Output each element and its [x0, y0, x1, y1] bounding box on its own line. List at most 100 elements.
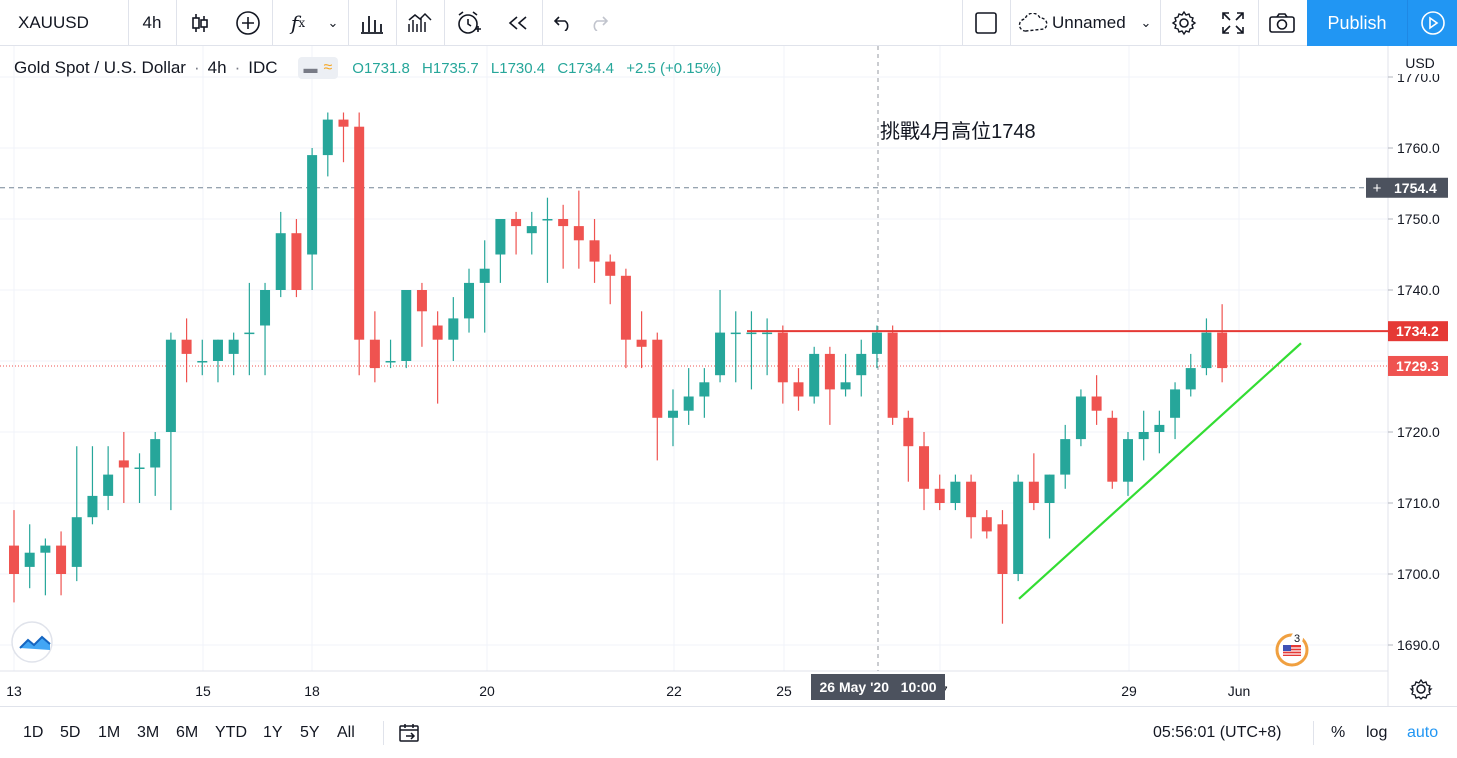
tradingview-logo-icon[interactable] [11, 621, 53, 663]
auto-toggle[interactable]: auto [1407, 723, 1439, 741]
templates-icon[interactable] [396, 0, 444, 46]
candle[interactable] [87, 446, 98, 525]
candle[interactable] [856, 339, 867, 397]
range-all[interactable]: All [337, 723, 355, 741]
candle[interactable] [1154, 410, 1165, 454]
range-5d[interactable]: 5D [60, 723, 81, 741]
candle[interactable] [1138, 410, 1149, 461]
layout-name[interactable]: Unnamed [1052, 13, 1126, 32]
redo-icon[interactable] [582, 0, 616, 46]
candle[interactable] [997, 510, 1008, 624]
range-5y[interactable]: 5Y [300, 723, 320, 741]
candles-icon[interactable] [176, 0, 224, 46]
candle[interactable] [1107, 410, 1118, 489]
candle[interactable] [212, 339, 223, 383]
candle[interactable] [181, 318, 192, 383]
candle[interactable] [1044, 474, 1055, 539]
candle[interactable] [244, 282, 255, 376]
symbol-search-button[interactable]: XAUUSD [18, 13, 89, 32]
alert-icon[interactable] [444, 0, 494, 46]
log-toggle[interactable]: log [1366, 723, 1388, 741]
candle[interactable] [369, 311, 380, 383]
candle[interactable] [228, 332, 239, 376]
candle[interactable] [165, 332, 176, 511]
price-chart[interactable]: 挑戰4月高位1748 1770.01760.01750.01740.01730.… [0, 46, 1457, 706]
candle[interactable] [746, 311, 757, 390]
add-compare-icon[interactable] [224, 0, 272, 46]
candle[interactable] [1013, 474, 1024, 582]
fullscreen-icon[interactable] [1208, 0, 1258, 46]
candle[interactable] [103, 446, 114, 511]
candle[interactable] [322, 112, 333, 177]
candle[interactable] [275, 211, 286, 298]
candle[interactable] [40, 538, 51, 596]
candle[interactable] [354, 112, 365, 376]
candle[interactable] [793, 368, 804, 411]
candle[interactable] [401, 290, 412, 369]
publish-button[interactable]: Publish [1307, 0, 1407, 46]
interval-button[interactable]: 4h [142, 13, 162, 32]
candle[interactable] [966, 474, 977, 539]
candle[interactable] [56, 531, 67, 596]
candle[interactable] [448, 297, 459, 361]
candle[interactable] [511, 211, 522, 255]
candle[interactable] [777, 325, 788, 404]
range-1m[interactable]: 1M [98, 723, 121, 741]
candle[interactable] [887, 325, 898, 425]
chevron-down-icon[interactable]: ⌄ [1140, 15, 1152, 30]
candle[interactable] [118, 432, 129, 503]
candle[interactable] [1075, 389, 1086, 447]
candle[interactable] [260, 282, 271, 376]
candle[interactable] [432, 311, 443, 404]
candle[interactable] [667, 389, 678, 447]
candle[interactable] [636, 311, 647, 369]
candle[interactable] [934, 474, 945, 511]
goto-date-icon[interactable] [398, 707, 420, 758]
candle[interactable] [1091, 375, 1102, 425]
play-icon[interactable] [1407, 0, 1457, 46]
candle[interactable] [1185, 353, 1196, 397]
support-trendline[interactable] [1018, 342, 1302, 600]
candle[interactable] [385, 339, 396, 369]
range-ytd[interactable]: YTD [215, 723, 247, 741]
annotation-text[interactable]: 挑戰4月高位1748 [880, 120, 1036, 143]
candle[interactable] [307, 148, 318, 290]
candle[interactable] [338, 112, 349, 163]
chevron-down-icon[interactable]: ⌄ [327, 15, 339, 30]
currency-badge[interactable] [1394, 52, 1442, 74]
layout-square-icon[interactable] [962, 0, 1010, 46]
time-axis[interactable]: 1315182022252729Jun [6, 683, 1250, 699]
candle[interactable] [1217, 304, 1228, 383]
candle[interactable] [1060, 424, 1071, 489]
candle[interactable] [150, 432, 161, 496]
candle[interactable] [1170, 382, 1181, 440]
camera-icon[interactable] [1258, 0, 1306, 46]
candle[interactable] [71, 446, 82, 582]
clock-display[interactable]: 05:56:01 (UTC+8) [1153, 723, 1282, 741]
chart-legend[interactable]: Gold Spot / U.S. Dollar · 4h · IDC ▬ ≈ O1… [14, 56, 729, 80]
candle[interactable] [495, 219, 506, 283]
candle[interactable] [715, 290, 726, 383]
candle[interactable] [9, 510, 19, 603]
percent-toggle[interactable]: % [1331, 723, 1346, 741]
candle[interactable] [652, 332, 663, 461]
candle[interactable] [871, 325, 882, 369]
candle[interactable] [605, 254, 616, 305]
candle[interactable] [416, 282, 427, 347]
range-1y[interactable]: 1Y [263, 723, 283, 741]
candle[interactable] [526, 211, 537, 255]
range-6m[interactable]: 6M [176, 723, 199, 741]
candle[interactable] [1201, 318, 1212, 376]
us-flag-events-icon[interactable]: 3 [1275, 632, 1309, 667]
candle[interactable] [699, 368, 710, 418]
candle[interactable] [840, 353, 851, 397]
legend-toggle[interactable]: ▬ ≈ [297, 57, 339, 79]
candle[interactable] [558, 204, 569, 269]
candle[interactable] [981, 510, 992, 539]
financials-icon[interactable] [348, 0, 396, 46]
candle[interactable] [464, 268, 475, 333]
candle[interactable] [1028, 453, 1039, 511]
replay-icon[interactable] [494, 0, 542, 46]
candle[interactable] [824, 346, 835, 425]
